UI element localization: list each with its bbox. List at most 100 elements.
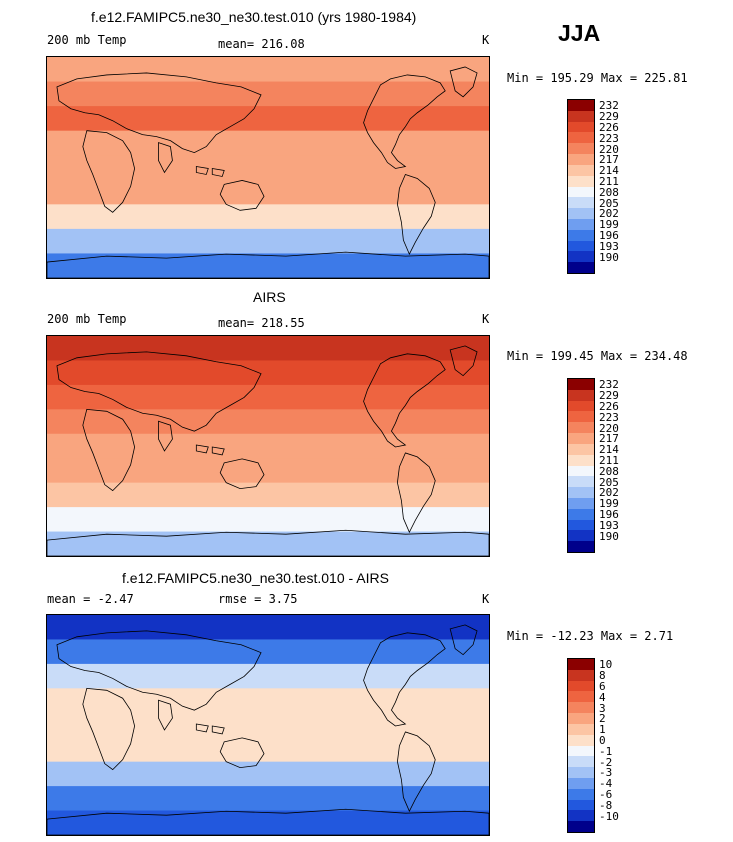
colorbar-tick-label: 202 xyxy=(599,207,619,221)
lat-band xyxy=(47,531,489,556)
colorbar-cell xyxy=(568,767,594,778)
colorbar-tick-label: 10 xyxy=(599,658,613,672)
coastline xyxy=(158,699,173,731)
panel-minmax: Min = 199.45 Max = 234.48 xyxy=(507,349,688,363)
colorbar-tick-label: 217 xyxy=(599,432,619,446)
colorbar-cell xyxy=(568,788,594,800)
panel-center-label: mean= 216.08 xyxy=(218,37,305,51)
colorbar-cell xyxy=(568,218,594,230)
colorbar-tick-label: -6 xyxy=(599,788,613,802)
colorbar-tick-label: -1 xyxy=(599,744,613,758)
colorbar-cell xyxy=(568,508,594,520)
colorbar-tick-label: 196 xyxy=(599,229,619,243)
lat-band xyxy=(47,336,489,361)
colorbar-tick-label: 1 xyxy=(599,723,606,737)
colorbar-cell xyxy=(568,379,594,390)
coastline xyxy=(47,251,489,278)
colorbar-tick-label: 4 xyxy=(599,690,606,704)
colorbar-tick-label: 223 xyxy=(599,410,619,424)
colorbar-cell xyxy=(568,745,594,757)
colorbar-tick-label: 220 xyxy=(599,421,619,435)
lat-band xyxy=(47,482,489,508)
panel-minmax: Min = 195.29 Max = 225.81 xyxy=(507,71,688,85)
colorbar-tick-label: 226 xyxy=(599,399,619,413)
coastline xyxy=(363,353,446,448)
coastline xyxy=(56,351,262,432)
colorbar-cell xyxy=(568,476,594,488)
colorbar-tick-label: 208 xyxy=(599,185,619,199)
coastline xyxy=(363,632,446,727)
coastline xyxy=(47,529,489,556)
coastline xyxy=(397,452,436,534)
colorbar-cell xyxy=(568,723,594,735)
panel-left-label: mean = -2.47 xyxy=(47,592,134,606)
colorbar-tick-label: 202 xyxy=(599,486,619,500)
lat-band xyxy=(47,228,489,254)
colorbar-cell xyxy=(568,756,594,768)
colorbar-cell xyxy=(568,143,594,155)
colorbar-tick-label: 229 xyxy=(599,110,619,124)
colorbar-tick-label: 190 xyxy=(599,250,619,264)
colorbar-cell xyxy=(568,669,594,681)
lat-band xyxy=(47,360,489,386)
colorbar-tick-label: 6 xyxy=(599,679,606,693)
colorbar-cell xyxy=(568,186,594,198)
lat-band xyxy=(47,810,489,835)
colorbar-tick-label: 3 xyxy=(599,701,606,715)
map-svg xyxy=(47,336,489,556)
coastline xyxy=(82,408,136,492)
coastline xyxy=(158,420,173,452)
coastline xyxy=(56,630,262,711)
colorbar-tick-label: 0 xyxy=(599,734,606,747)
panel-units: K xyxy=(482,33,490,47)
panel-title: f.e12.FAMIPC5.ne30_ne30.test.010 (yrs 19… xyxy=(91,9,417,25)
coastline xyxy=(211,725,225,735)
lat-band xyxy=(47,663,489,689)
coastline xyxy=(219,180,265,211)
colorbar-cell xyxy=(568,422,594,434)
coastline xyxy=(82,687,136,771)
map-svg xyxy=(47,57,489,278)
colorbar-cell xyxy=(568,229,594,241)
colorbar-tick-label: 226 xyxy=(599,120,619,134)
colorbar-tick-label: 211 xyxy=(599,175,619,188)
lat-band xyxy=(47,130,489,156)
colorbar-cell xyxy=(568,541,594,552)
colorbar-tick-label: 208 xyxy=(599,464,619,478)
colorbar-tick-label: 193 xyxy=(599,518,619,532)
colorbar-cell xyxy=(568,821,594,832)
coastline xyxy=(449,345,478,377)
map-panel-model xyxy=(46,56,490,279)
colorbar-tick-label: 211 xyxy=(599,454,619,467)
colorbar-cell xyxy=(568,262,594,273)
coastline xyxy=(158,142,173,174)
colorbar-cell xyxy=(568,400,594,412)
colorbar-cell xyxy=(568,680,594,692)
coastline xyxy=(397,731,436,813)
colorbar-tick-label: 217 xyxy=(599,153,619,167)
lat-band xyxy=(47,384,489,410)
panel-center-label: rmse = 3.75 xyxy=(218,592,298,606)
map-panel-airs xyxy=(46,335,490,557)
lat-band xyxy=(47,179,489,205)
panel-left-label: 200 mb Temp xyxy=(47,33,127,47)
colorbar-tick-label: 229 xyxy=(599,389,619,403)
colorbar-cell xyxy=(568,530,594,542)
coastline xyxy=(363,74,446,169)
map-svg xyxy=(47,615,489,835)
lat-band xyxy=(47,433,489,459)
coastline xyxy=(449,624,478,656)
colorbar-tick-label: 196 xyxy=(599,508,619,522)
coastline xyxy=(449,66,478,98)
lat-band xyxy=(47,57,489,83)
panel-minmax: Min = -12.23 Max = 2.71 xyxy=(507,629,674,643)
colorbar-cell xyxy=(568,164,594,176)
colorbar-tick-label: 214 xyxy=(599,443,619,457)
coastline xyxy=(195,444,209,454)
lat-band xyxy=(47,786,489,812)
lat-band xyxy=(47,253,489,278)
colorbar-cell xyxy=(568,659,594,670)
colorbar-tick-label: -2 xyxy=(599,755,613,769)
colorbar-cell xyxy=(568,799,594,811)
panel-units: K xyxy=(482,592,490,606)
